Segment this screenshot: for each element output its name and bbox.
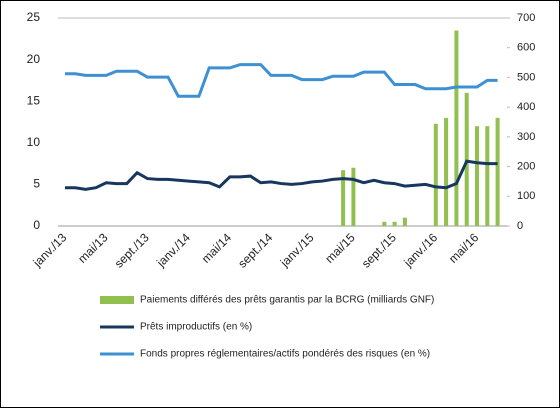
y2-tick-label: 500: [517, 71, 535, 83]
bar: [433, 123, 438, 226]
bar: [475, 126, 479, 226]
y2-tick-label: 400: [517, 101, 535, 113]
bar: [392, 221, 397, 226]
bar: [341, 170, 346, 226]
y2-tick-label: 300: [517, 131, 535, 143]
x-tick-label: mai/16: [446, 230, 482, 266]
y-tick-label: 5: [33, 177, 40, 191]
y-tick-label: 20: [27, 52, 41, 66]
x-tick-label: janv./15: [277, 230, 317, 270]
bar: [464, 92, 469, 226]
y-tick-label: 15: [27, 93, 41, 107]
x-tick-label: janv./14: [153, 230, 193, 270]
legend-swatch: [100, 296, 134, 304]
y-tick-label: 0: [33, 218, 40, 232]
bar: [382, 221, 387, 226]
y2-tick-label: 200: [517, 160, 535, 172]
bar: [351, 167, 356, 226]
bar: [454, 30, 459, 227]
x-tick-label: mai/13: [75, 230, 111, 266]
bar: [485, 126, 490, 226]
x-tick-label: mai/15: [322, 230, 358, 266]
legend-label: Prêts improductifs (en %): [140, 322, 252, 333]
line-series: [65, 159, 498, 191]
bar: [402, 217, 407, 226]
x-tick-label: mai/14: [199, 230, 235, 266]
y2-tick-label: 100: [517, 190, 535, 202]
y2-tick-label: 600: [517, 42, 535, 54]
bar: [444, 117, 449, 226]
legend-label: Fonds propres réglementaires/actifs pond…: [140, 349, 430, 360]
bar: [495, 117, 500, 226]
x-tick-label: sept./14: [235, 230, 275, 270]
x-tick-label: sept./13: [112, 230, 152, 270]
x-tick-label: sept./15: [359, 230, 399, 270]
y2-tick-label: 0: [517, 220, 523, 232]
x-tick-label: janv./16: [400, 230, 440, 270]
y-tick-label: 25: [27, 10, 41, 24]
y-tick-label: 10: [27, 135, 41, 149]
legend-label: Paiements différés des prêts garantis pa…: [140, 295, 434, 306]
y2-tick-label: 700: [517, 12, 535, 24]
x-tick-label: janv./13: [30, 230, 70, 270]
line-series: [65, 63, 498, 98]
